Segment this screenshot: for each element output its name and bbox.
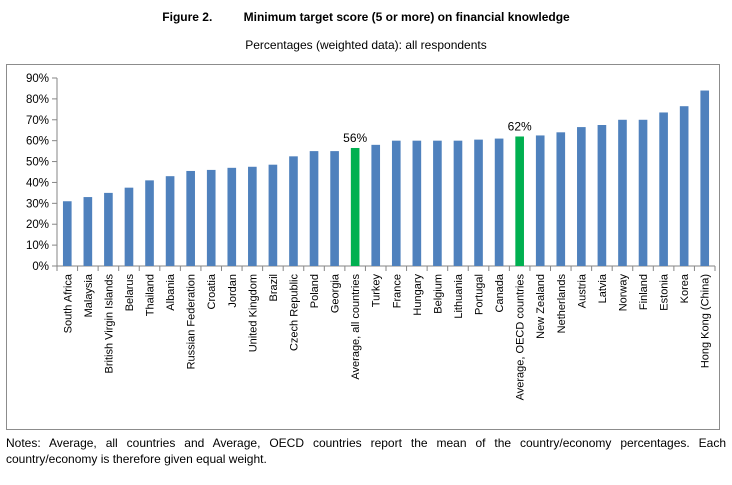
bar — [659, 112, 668, 266]
x-tick-label: Austria — [576, 273, 588, 308]
bar — [638, 119, 648, 267]
x-tick-label: Estonia — [659, 273, 671, 311]
x-tick-label: Poland — [309, 274, 321, 308]
x-tick-label: France — [391, 274, 403, 308]
bar — [494, 138, 504, 266]
bar — [597, 125, 607, 266]
x-tick-label: Georgia — [330, 273, 342, 313]
bar — [309, 151, 319, 266]
x-tick-label: Canada — [494, 273, 506, 312]
bar — [248, 166, 257, 266]
x-tick-label: Croatia — [206, 273, 218, 309]
x-tick-label: Belarus — [124, 274, 136, 312]
bar — [412, 140, 422, 266]
x-tick-label: Hong Kong (China) — [700, 274, 712, 368]
y-tick-label: 30% — [26, 198, 49, 210]
x-tick-label: Albania — [165, 273, 177, 311]
x-tick-label: Average, OECD countries — [515, 274, 527, 401]
bar — [289, 156, 298, 266]
x-tick-label: South Africa — [62, 273, 74, 333]
x-tick-label: Malaysia — [83, 273, 95, 317]
bar — [515, 136, 524, 266]
bar — [227, 167, 237, 266]
bar — [371, 144, 381, 266]
bar — [535, 135, 545, 266]
bar — [62, 201, 72, 266]
y-tick-label: 0% — [32, 261, 49, 273]
bar — [330, 151, 339, 266]
bar — [83, 197, 93, 266]
x-tick-label: Russian Federation — [186, 274, 198, 369]
x-tick-label: Czech Republic — [288, 274, 300, 352]
bar — [453, 140, 463, 266]
x-tick-label: Average, all countries — [350, 274, 362, 380]
figure-title: Minimum target score (5 or more) on fina… — [243, 10, 570, 24]
bar — [391, 140, 401, 266]
x-tick-label: Jordan — [227, 274, 239, 308]
x-tick-label: United Kingdom — [247, 274, 259, 352]
bar — [618, 119, 627, 267]
bar — [350, 147, 360, 266]
bar-chart: 0% 10% 20% 30% 40% 50% 60% 70% 80% 90% South Afric… — [6, 64, 720, 430]
bar — [700, 90, 710, 267]
x-tick-label: New Zealand — [535, 274, 547, 339]
y-tick-label: 50% — [26, 157, 49, 169]
y-tick-label: 20% — [26, 219, 49, 231]
figure-notes: Notes: Average, all countries and Averag… — [6, 436, 726, 466]
x-tick-label: Brazil — [268, 274, 280, 302]
bar — [165, 176, 175, 266]
y-tick-label: 60% — [26, 136, 49, 148]
bar — [474, 139, 483, 266]
x-tick-label: Lithuania — [453, 273, 465, 319]
bar — [577, 127, 586, 266]
figure-title-row: Figure 2. Minimum target score (5 or mor… — [0, 10, 732, 24]
data-label: 56% — [343, 131, 367, 145]
figure-subtitle: Percentages (weighted data): all respond… — [245, 38, 487, 52]
data-label: 62% — [508, 119, 532, 133]
x-tick-label: Finland — [638, 274, 650, 310]
y-tick-label: 10% — [26, 240, 49, 252]
y-tick-label: 80% — [26, 94, 49, 106]
x-tick-label: Belgium — [432, 274, 444, 314]
figure-number: Figure 2. — [162, 10, 213, 24]
y-tick-label: 70% — [26, 115, 49, 127]
y-tick-label: 90% — [26, 73, 49, 85]
x-tick-label: Latvia — [597, 273, 609, 303]
bar — [206, 169, 216, 266]
bar — [556, 132, 566, 266]
bar — [268, 164, 278, 266]
x-tick-label: Portugal — [474, 274, 486, 315]
bar — [186, 170, 195, 266]
x-tick-label: Hungary — [412, 274, 424, 316]
x-tick-label: Netherlands — [556, 274, 568, 334]
x-tick-label: Korea — [679, 273, 691, 303]
bar — [679, 106, 689, 266]
chart-border — [6, 64, 720, 430]
x-tick-label: Thailand — [145, 274, 157, 316]
x-tick-label: British Virgin Islands — [103, 274, 115, 374]
bar — [124, 187, 134, 266]
bar — [145, 180, 154, 266]
bar — [433, 140, 442, 266]
bar — [104, 192, 113, 266]
x-tick-label: Turkey — [371, 274, 383, 308]
y-tick-label: 40% — [26, 177, 49, 189]
x-tick-label: Norway — [617, 274, 629, 312]
